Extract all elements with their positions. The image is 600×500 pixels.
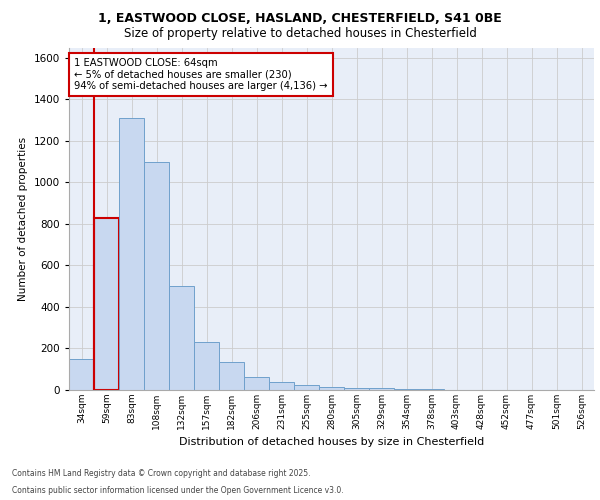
Bar [369,388,394,390]
Bar [294,385,319,390]
Text: 1, EASTWOOD CLOSE, HASLAND, CHESTERFIELD, S41 0BE: 1, EASTWOOD CLOSE, HASLAND, CHESTERFIELD… [98,12,502,26]
Text: Size of property relative to detached houses in Chesterfield: Size of property relative to detached ho… [124,28,476,40]
Bar [169,286,194,390]
Bar [344,388,369,390]
Bar [94,218,119,390]
Text: Contains public sector information licensed under the Open Government Licence v3: Contains public sector information licen… [12,486,344,495]
Bar [144,162,169,390]
Text: 1 EASTWOOD CLOSE: 64sqm
← 5% of detached houses are smaller (230)
94% of semi-de: 1 EASTWOOD CLOSE: 64sqm ← 5% of detached… [74,58,328,91]
Bar [394,389,419,390]
Text: Contains HM Land Registry data © Crown copyright and database right 2025.: Contains HM Land Registry data © Crown c… [12,468,311,477]
Bar [69,359,94,390]
Bar [119,118,144,390]
Bar [219,362,244,390]
X-axis label: Distribution of detached houses by size in Chesterfield: Distribution of detached houses by size … [179,438,484,448]
Y-axis label: Number of detached properties: Number of detached properties [18,136,28,301]
Bar [269,382,294,390]
Bar [319,387,344,390]
Bar [194,342,219,390]
Bar [244,376,269,390]
